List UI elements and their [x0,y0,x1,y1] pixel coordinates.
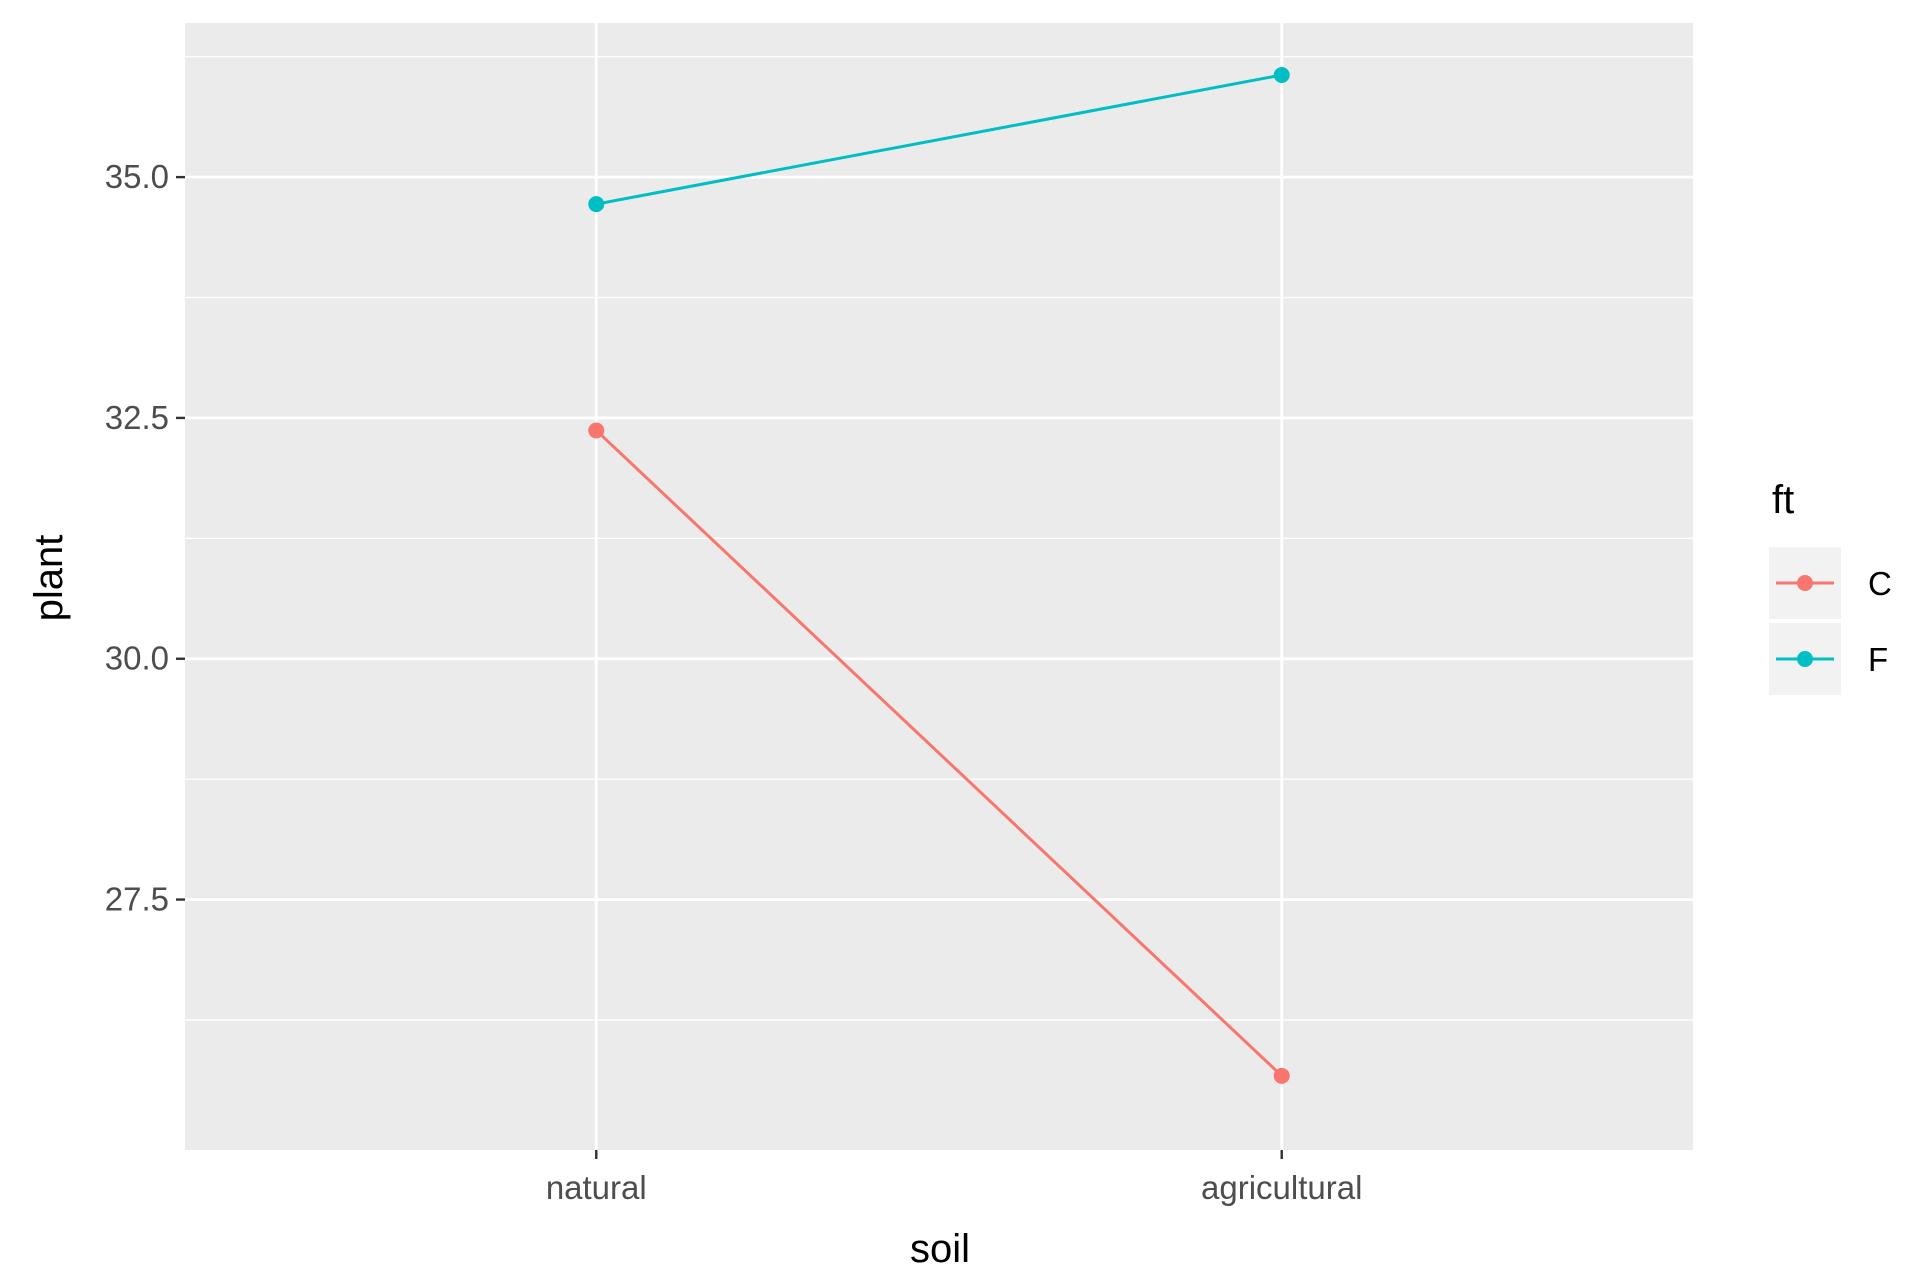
data-point-C [588,422,605,439]
data-point-F [1273,67,1290,84]
x-axis: natural agricultural [546,1150,1362,1206]
legend-label-F: F [1868,641,1888,678]
legend-label-C: C [1868,565,1892,602]
y-tick-label: 35.0 [105,158,169,195]
y-tick-label: 30.0 [105,640,169,677]
major-gridlines [185,23,1693,1150]
legend: ft C F [1769,478,1892,695]
legend-title: ft [1772,478,1794,522]
data-point-F [588,196,605,213]
x-tick-label: agricultural [1201,1169,1362,1206]
x-tick-label: natural [546,1169,647,1206]
x-axis-title: soil [910,1227,970,1271]
plot-panel [185,23,1693,1150]
legend-point-F [1797,651,1813,667]
series-layer [588,67,1290,1084]
y-tick-label: 27.5 [105,881,169,918]
series-line-F [595,73,1283,206]
y-tick-label: 32.5 [105,399,169,436]
minor-gridlines [185,56,1693,1021]
data-point-C [1273,1067,1290,1084]
legend-point-C [1797,575,1813,591]
y-axis: 27.5 30.0 32.5 35.0 [105,158,185,918]
series-line-C [595,429,1283,1077]
y-axis-title: plant [27,535,71,622]
